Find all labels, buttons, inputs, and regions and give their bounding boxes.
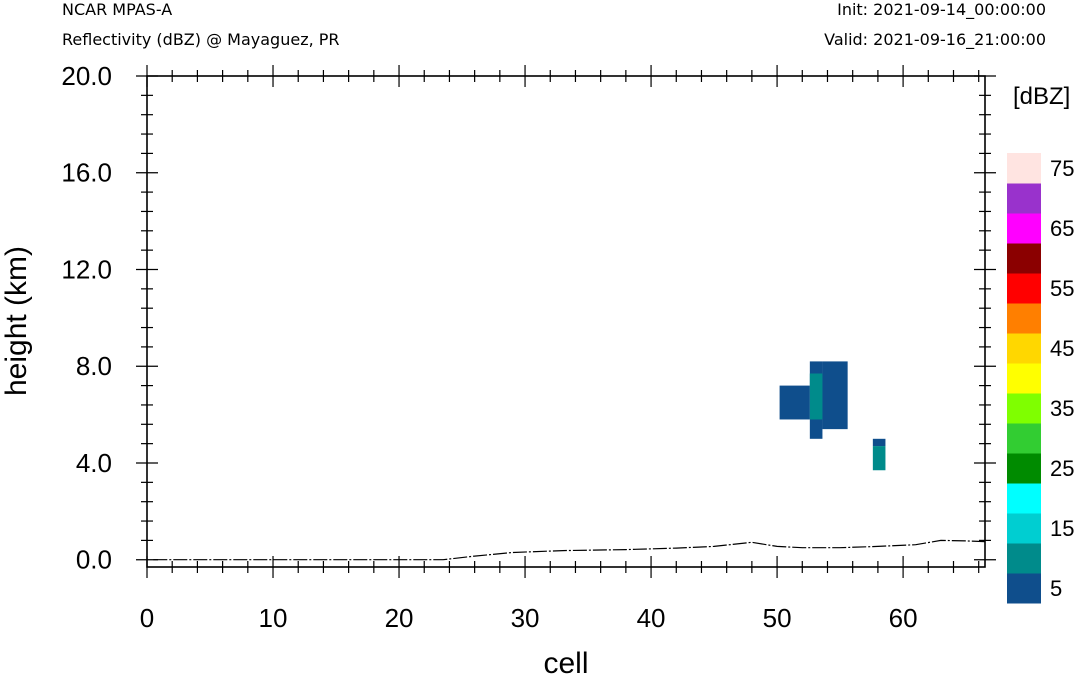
y-axis-label: height (km) bbox=[0, 246, 33, 396]
colorbar-swatch bbox=[1007, 423, 1041, 454]
x-tick-label: 0 bbox=[140, 603, 154, 633]
colorbar-swatch bbox=[1007, 393, 1041, 424]
valid-time: Valid: 2021-09-16_21:00:00 bbox=[824, 30, 1046, 49]
terrain-line bbox=[153, 539, 986, 561]
x-tick-labels: 0 10 20 30 40 50 60 bbox=[140, 603, 918, 633]
model-title: NCAR MPAS-A bbox=[62, 0, 173, 19]
y-tick-label: 12.0 bbox=[61, 254, 112, 284]
colorbar-unit-label: [dBZ] bbox=[1013, 83, 1070, 110]
reflectivity-cells bbox=[779, 361, 886, 471]
y-tick-label: 8.0 bbox=[76, 351, 112, 381]
colorbar-label: 25 bbox=[1050, 456, 1074, 481]
product-subtitle: Reflectivity (dBZ) @ Mayaguez, PR bbox=[62, 30, 340, 49]
plot-frame bbox=[146, 75, 986, 568]
colorbar-swatch bbox=[1007, 333, 1041, 364]
x-axis-label: cell bbox=[543, 647, 588, 677]
reflectivity-cell-5 bbox=[872, 446, 886, 471]
colorbar-swatch bbox=[1007, 483, 1041, 514]
colorbar-swatch bbox=[1007, 573, 1041, 604]
colorbar-swatch bbox=[1007, 213, 1041, 244]
y-tick-label: 4.0 bbox=[76, 448, 112, 478]
reflectivity-cell-4 bbox=[872, 438, 886, 447]
y-tick-labels: 0.0 4.0 8.0 12.0 16.0 20.0 bbox=[61, 61, 112, 575]
reflectivity-cell-2 bbox=[822, 361, 848, 430]
colorbar-label: 5 bbox=[1050, 576, 1062, 601]
x-tick-label: 10 bbox=[259, 603, 288, 633]
colorbar-label: 45 bbox=[1050, 336, 1074, 361]
colorbar-swatch bbox=[1007, 363, 1041, 394]
colorbar-swatch bbox=[1007, 153, 1041, 184]
x-tick-label: 20 bbox=[385, 603, 414, 633]
colorbar-swatch bbox=[1007, 243, 1041, 274]
x-tick-label: 40 bbox=[637, 603, 666, 633]
colorbar: 5 15 25 35 45 55 65 75 bbox=[1007, 153, 1074, 604]
colorbar-swatch bbox=[1007, 513, 1041, 544]
colorbar-label: 65 bbox=[1050, 216, 1074, 241]
y-tick-label: 16.0 bbox=[61, 158, 112, 188]
reflectivity-cell-0 bbox=[779, 385, 810, 420]
x-tick-label: 60 bbox=[889, 603, 918, 633]
x-tick-label: 50 bbox=[763, 603, 792, 633]
colorbar-label: 35 bbox=[1050, 396, 1074, 421]
colorbar-swatch bbox=[1007, 453, 1041, 484]
colorbar-label: 55 bbox=[1050, 276, 1074, 301]
init-time: Init: 2021-09-14_00:00:00 bbox=[837, 0, 1046, 19]
colorbar-swatch bbox=[1007, 303, 1041, 334]
colorbar-swatch bbox=[1007, 183, 1041, 214]
x-tick-label: 30 bbox=[511, 603, 540, 633]
y-tick-label: 0.0 bbox=[76, 545, 112, 575]
y-tick-label: 20.0 bbox=[61, 61, 112, 91]
reflectivity-cell-3 bbox=[809, 373, 823, 420]
colorbar-swatch bbox=[1007, 273, 1041, 304]
colorbar-swatch bbox=[1007, 543, 1041, 574]
colorbar-label: 15 bbox=[1050, 516, 1074, 541]
axis-ticks bbox=[136, 65, 996, 578]
colorbar-label: 75 bbox=[1050, 156, 1074, 181]
